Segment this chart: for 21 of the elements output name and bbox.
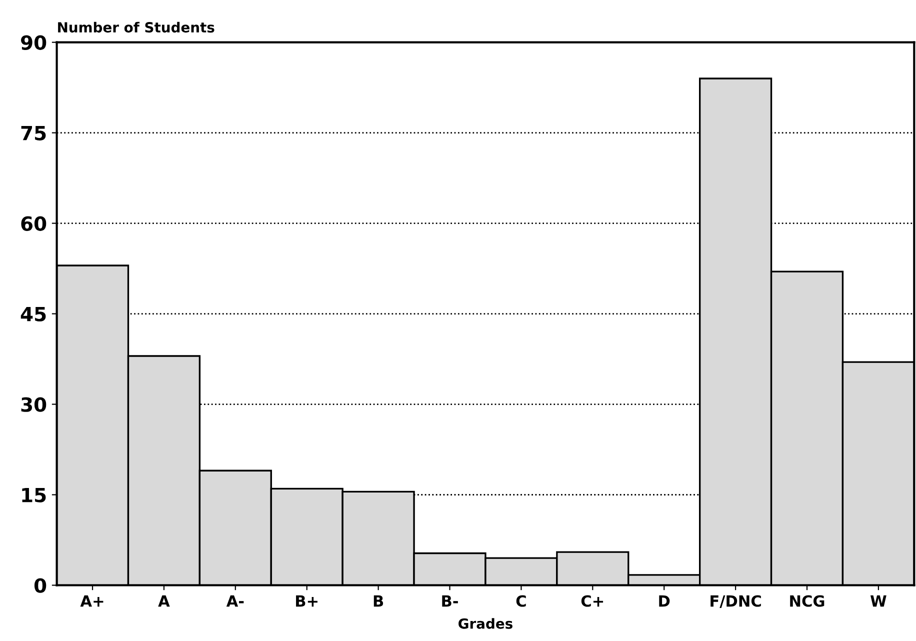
x-tick-label: W — [870, 595, 886, 607]
x-tick-label: A+ — [80, 595, 104, 607]
y-tick-label: 90 — [21, 35, 46, 50]
x-tick-label: C+ — [581, 595, 604, 607]
x-tick-label: B — [374, 595, 384, 607]
x-tick-label: A- — [226, 595, 244, 607]
y-tick-label: 30 — [21, 397, 46, 412]
y-tick-label: 45 — [20, 306, 46, 322]
y-tick-label: 60 — [21, 216, 46, 231]
y-axis-title: Number of Students — [58, 22, 214, 33]
x-tick-label: D — [659, 595, 670, 607]
x-tick-label: C — [516, 595, 526, 607]
y-tick-label: 75 — [21, 126, 46, 140]
x-tick-label: B+ — [296, 595, 318, 607]
y-tick-label: 15 — [22, 488, 46, 502]
x-tick-label: B- — [442, 595, 458, 607]
x-axis-title: Grades — [458, 618, 512, 629]
x-tick-label: A — [158, 595, 170, 607]
x-tick-label: F/DNC — [710, 595, 761, 608]
x-tick-label: NCG — [790, 595, 824, 607]
y-tick-label: 0 — [34, 578, 46, 593]
